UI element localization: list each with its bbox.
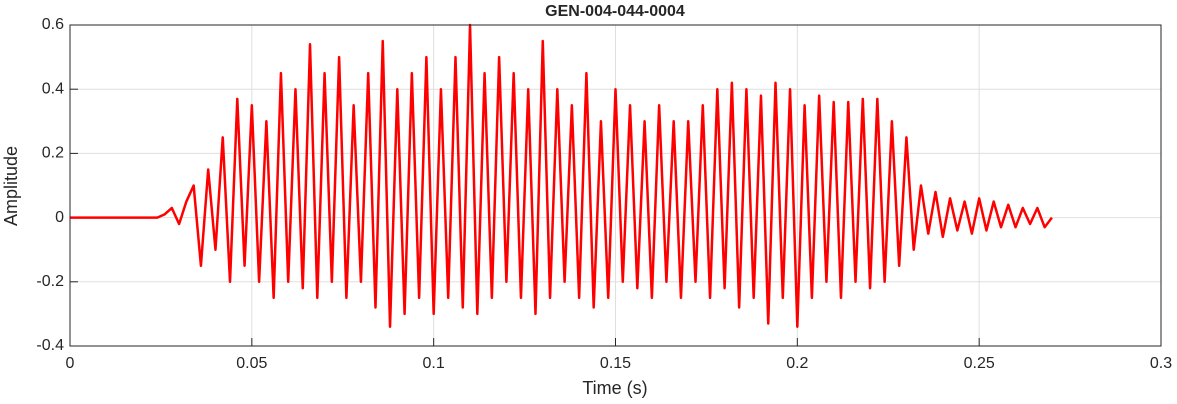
y-tick-label: -0.2 — [36, 273, 64, 290]
y-tick-label: 0.4 — [42, 80, 64, 97]
x-tick-label: 0.25 — [964, 355, 995, 372]
x-tick-label: 0.3 — [1150, 355, 1172, 372]
x-tick-label: 0.15 — [600, 355, 631, 372]
waveform-line — [70, 23, 1053, 328]
y-tick-label: -0.4 — [36, 337, 64, 354]
x-axis-label: Time (s) — [582, 378, 647, 398]
chart-title: GEN-004-044-0004 — [545, 3, 685, 20]
x-tick-label: 0.05 — [236, 355, 267, 372]
y-tick-label: 0.2 — [42, 145, 64, 162]
y-tick-label: 0.6 — [42, 16, 64, 33]
plot-border — [69, 24, 1162, 347]
x-tick-label: 0.2 — [786, 355, 808, 372]
x-tick-label: 0.1 — [423, 355, 445, 372]
x-tick-label: 0 — [66, 355, 75, 372]
y-tick-label: 0 — [55, 209, 64, 226]
y-axis-label: Amplitude — [1, 146, 21, 226]
